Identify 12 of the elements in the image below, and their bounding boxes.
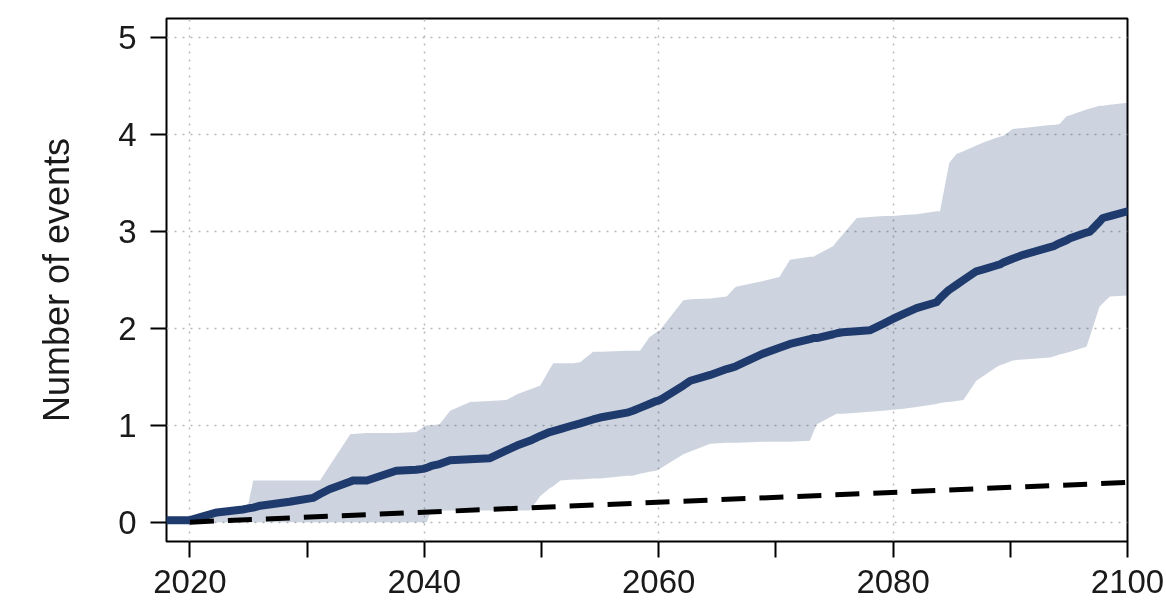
y-tick-label: 4 — [118, 116, 137, 154]
y-tick-label: 2 — [118, 309, 137, 347]
y-tick-label: 1 — [118, 406, 137, 444]
x-tick-label: 2060 — [622, 562, 696, 600]
y-axis-title: Number of events — [36, 137, 78, 423]
y-tick-label: 3 — [118, 213, 137, 251]
x-tick-label: 2020 — [153, 562, 227, 600]
y-tick-label: 5 — [118, 19, 137, 57]
x-tick-label: 2040 — [387, 562, 462, 600]
x-tick-label: 2100 — [1090, 562, 1165, 600]
x-tick-label: 2080 — [856, 562, 930, 600]
y-tick-label: 0 — [118, 503, 137, 541]
